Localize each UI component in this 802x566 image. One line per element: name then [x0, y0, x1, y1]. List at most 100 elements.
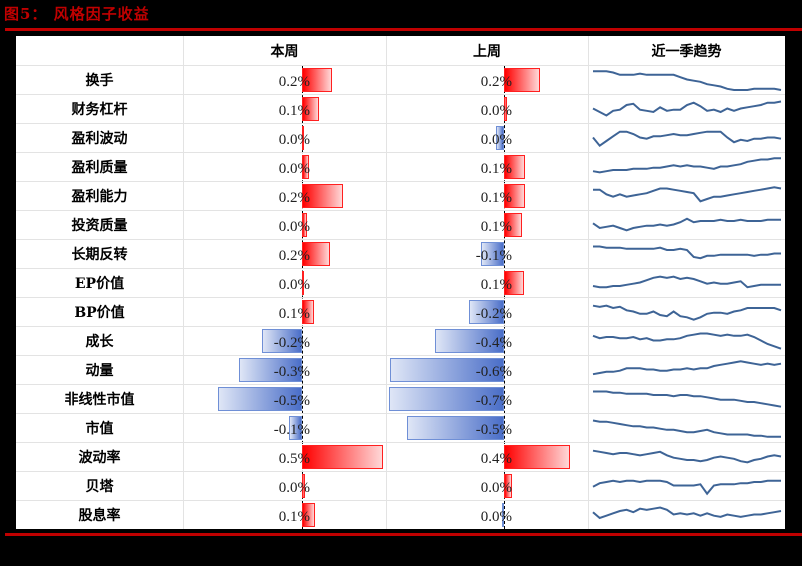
this-week-value: 0.2%	[278, 74, 310, 90]
this-week-bar	[217, 387, 302, 411]
trend-sparkline	[592, 100, 782, 117]
last-week-value: 0.0%	[480, 480, 512, 496]
trend-sparkline	[592, 449, 782, 464]
this-week-bar	[302, 184, 344, 208]
last-week-bar	[390, 358, 504, 382]
title-rule	[5, 28, 802, 31]
factor-label: 股息率	[78, 508, 121, 524]
this-week-value: -0.3%	[273, 364, 310, 380]
trend-sparkline	[592, 506, 782, 520]
last-week-bar	[504, 155, 526, 179]
last-week-bar	[504, 213, 523, 237]
trend-sparkline	[592, 217, 781, 232]
factor-label: 贝塔	[85, 479, 114, 495]
trend-sparkline	[593, 186, 782, 203]
factor-label: 盈利质量	[71, 160, 128, 176]
last-week-value: 0.1%	[480, 190, 512, 206]
trend-sparkline	[592, 130, 782, 148]
row-divider	[16, 297, 785, 298]
last-week-value: 0.1%	[480, 219, 512, 235]
this-week-value: 0.1%	[278, 103, 310, 119]
this-week-bar	[302, 300, 314, 324]
this-week-bar	[302, 474, 306, 498]
this-week-value: -0.1%	[273, 422, 310, 438]
this-week-bar	[302, 213, 307, 237]
factor-return-table: 本周 上周 近一季趋势 换手 0.2% 0.2% 财务杠杆 0.1% 0.0% 盈利波动 0.…	[16, 36, 785, 529]
row-divider	[16, 94, 785, 95]
this-week-bar	[302, 503, 316, 527]
last-week-bar	[504, 271, 524, 295]
factor-label: 市值	[85, 421, 114, 437]
last-week-value: -0.1%	[475, 248, 512, 264]
last-week-value: -0.7%	[475, 393, 512, 409]
factor-label: 换手	[85, 73, 114, 89]
last-week-value: 0.1%	[480, 161, 512, 177]
last-week-bar	[388, 387, 504, 411]
trend-sparkline	[593, 390, 782, 408]
row-divider	[16, 181, 785, 182]
last-week-bar	[504, 97, 508, 121]
trend-sparkline	[592, 479, 781, 496]
this-week-bar	[302, 68, 332, 92]
factor-label: 长期反转	[71, 247, 128, 263]
this-week-value: 0.1%	[278, 306, 310, 322]
this-week-bar	[262, 329, 302, 353]
column-divider	[588, 36, 589, 529]
figure-title: 图5： 风格因子收益	[4, 5, 150, 23]
row-divider	[16, 152, 785, 153]
header-quarter-trend: 近一季趋势	[651, 44, 722, 60]
factor-label: 波动率	[78, 450, 121, 466]
row-divider	[16, 500, 785, 501]
header-this-week: 本周	[270, 44, 299, 60]
factor-label: EP价值	[74, 276, 125, 292]
factor-label: 盈利能力	[71, 189, 128, 205]
row-divider	[16, 210, 785, 211]
row-divider	[16, 355, 785, 356]
last-week-value: 0.4%	[480, 451, 512, 467]
last-week-bar	[434, 329, 504, 353]
this-week-bar	[302, 155, 309, 179]
last-week-value: -0.4%	[475, 335, 512, 351]
trend-sparkline	[592, 157, 781, 174]
this-week-value: 0.0%	[278, 161, 310, 177]
this-week-bar	[302, 271, 304, 295]
this-week-value: 0.0%	[278, 132, 310, 148]
last-week-bar	[495, 126, 504, 150]
trend-sparkline	[593, 70, 782, 91]
trend-sparkline	[593, 245, 781, 260]
this-week-value: 0.0%	[278, 219, 310, 235]
this-week-bar	[302, 445, 383, 469]
row-divider	[16, 239, 785, 240]
last-week-bar	[504, 68, 541, 92]
this-week-value: 0.0%	[278, 277, 310, 293]
trend-sparkline	[592, 332, 782, 350]
factor-label: 动量	[85, 363, 114, 379]
this-week-value: 0.0%	[278, 480, 310, 496]
this-week-bar	[302, 126, 304, 150]
row-divider	[16, 471, 785, 472]
row-divider	[16, 123, 785, 124]
last-week-value: 0.1%	[480, 277, 512, 293]
this-week-bar	[239, 358, 302, 382]
last-week-bar	[480, 242, 504, 266]
last-week-value: -0.6%	[475, 364, 512, 380]
trend-sparkline	[592, 360, 782, 376]
this-week-value: -0.2%	[273, 335, 310, 351]
column-divider	[386, 36, 387, 529]
last-week-value: 0.0%	[480, 132, 512, 148]
this-week-value: -0.5%	[273, 393, 310, 409]
last-week-value: 0.0%	[480, 103, 512, 119]
last-week-bar	[504, 474, 513, 498]
column-divider	[183, 36, 184, 529]
last-week-value: 0.2%	[480, 74, 512, 90]
trend-sparkline	[592, 275, 781, 289]
this-week-bar	[288, 416, 302, 440]
row-divider	[16, 384, 785, 385]
bottom-rule	[5, 533, 802, 536]
row-divider	[16, 268, 785, 269]
trend-sparkline	[592, 419, 781, 438]
this-week-value: 0.2%	[278, 248, 310, 264]
last-week-value: -0.2%	[475, 306, 512, 322]
this-week-value: 0.2%	[278, 190, 310, 206]
row-divider	[16, 326, 785, 327]
